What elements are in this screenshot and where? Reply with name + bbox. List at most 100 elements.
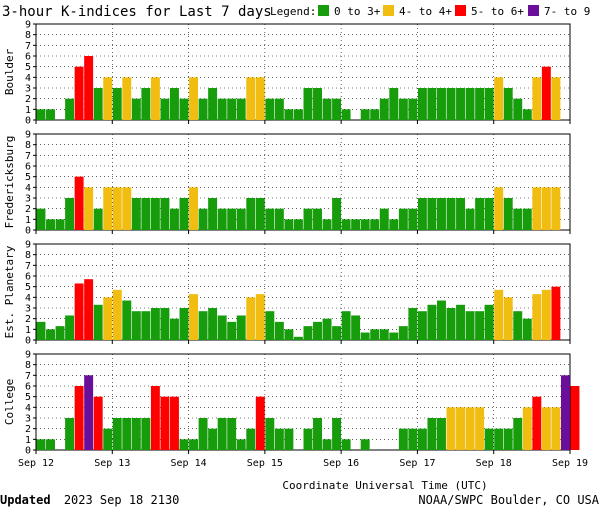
k-index-bar — [551, 187, 561, 230]
k-index-bar — [198, 98, 208, 120]
k-index-bar — [341, 109, 351, 120]
k-index-bar — [36, 109, 46, 120]
k-index-bar — [236, 439, 246, 450]
y-tick-label: 4 — [25, 293, 31, 304]
footer-updated-value: 2023 Sep 18 2130 — [64, 493, 180, 507]
k-index-bar — [313, 208, 322, 230]
k-index-bar — [427, 418, 437, 450]
k-index-bar — [150, 198, 160, 230]
k-index-bar — [360, 109, 370, 120]
k-index-bar — [65, 98, 75, 120]
k-index-bar — [84, 56, 94, 120]
k-index-bar — [494, 428, 504, 450]
k-index-bar — [484, 198, 494, 230]
k-index-bar — [570, 386, 580, 450]
y-tick-label: 4 — [25, 183, 31, 194]
y-tick-label: 0 — [25, 446, 31, 457]
k-index-bar — [446, 88, 456, 120]
k-index-bar — [246, 198, 256, 230]
k-index-bar — [408, 208, 418, 230]
footer-updated: Updated 2023 Sep 18 2130 — [0, 493, 179, 507]
y-tick-label: 9 — [25, 240, 31, 251]
k-index-bar — [112, 187, 122, 230]
legend-swatch — [455, 5, 466, 16]
y-tick-label: 6 — [25, 382, 31, 393]
k-index-bar — [503, 198, 513, 230]
k-index-bar — [103, 428, 113, 450]
y-tick-label: 8 — [25, 360, 31, 371]
legend-label: 7- to 9 — [544, 5, 590, 18]
k-index-bar — [189, 187, 199, 230]
y-tick-label: 6 — [25, 162, 31, 173]
k-index-bar — [541, 66, 551, 120]
k-index-bar — [122, 187, 132, 230]
k-index-bar — [370, 219, 380, 230]
k-index-bar — [246, 297, 256, 340]
k-index-bar — [379, 329, 389, 340]
panel-series-label: College — [3, 379, 16, 425]
y-tick-label: 5 — [25, 62, 31, 73]
k-index-bar — [217, 315, 227, 340]
k-index-bar — [332, 198, 342, 230]
k-index-bar — [103, 297, 113, 340]
k-index-bar — [131, 418, 141, 450]
y-tick-label: 7 — [25, 41, 31, 52]
y-tick-label: 7 — [25, 151, 31, 162]
k-index-bar — [293, 219, 303, 230]
k-index-bar — [189, 439, 199, 450]
y-tick-label: 3 — [25, 414, 31, 425]
x-tick-label: Sep 19 — [552, 458, 588, 469]
k-index-bar — [131, 98, 141, 120]
k-index-bar — [475, 407, 485, 450]
y-tick-label: 9 — [25, 20, 31, 31]
k-index-bar — [417, 311, 427, 340]
k-index-bar — [160, 198, 170, 230]
k-index-bar — [494, 289, 504, 340]
k-index-bar — [398, 326, 408, 340]
k-index-bar — [141, 311, 151, 340]
k-index-bar — [437, 198, 446, 230]
k-index-bar — [74, 283, 84, 340]
k-index-bar — [150, 386, 160, 450]
k-index-bar — [313, 321, 322, 340]
k-index-bar — [189, 294, 199, 340]
k-index-bar — [208, 428, 218, 450]
legend-swatch — [318, 5, 329, 16]
k-index-bar — [179, 439, 189, 450]
k-index-bar — [179, 308, 189, 340]
k-index-bar — [93, 304, 103, 340]
k-index-bar — [551, 407, 561, 450]
k-index-bar — [398, 428, 408, 450]
k-index-bar — [255, 77, 265, 120]
y-tick-label: 2 — [25, 94, 31, 105]
chart-panels: 0123456789Boulder0123456789Fredericksbur… — [3, 20, 588, 470]
k-index-bar — [465, 407, 475, 450]
y-tick-label: 3 — [25, 304, 31, 315]
k-index-bar — [255, 198, 265, 230]
y-tick-label: 2 — [25, 424, 31, 435]
k-index-bar — [293, 336, 303, 340]
k-index-bar — [74, 386, 84, 450]
y-tick-label: 1 — [25, 435, 31, 446]
k-index-bar — [274, 98, 284, 120]
k-index-bar — [351, 315, 361, 340]
k-index-bar — [46, 219, 55, 230]
k-index-bar — [141, 418, 151, 450]
k-index-bar — [513, 98, 523, 120]
y-tick-label: 4 — [25, 403, 31, 414]
k-index-bar — [65, 418, 75, 450]
k-index-bar — [427, 304, 437, 340]
k-index-bar — [494, 77, 504, 120]
k-index-bar — [446, 308, 456, 340]
k-index-bar — [465, 208, 475, 230]
y-tick-label: 9 — [25, 350, 31, 361]
k-index-bar — [541, 187, 551, 230]
k-index-bar — [303, 326, 313, 340]
k-index-bar — [398, 208, 408, 230]
y-tick-label: 8 — [25, 30, 31, 41]
k-index-bar — [160, 308, 170, 340]
k-index-bar — [313, 88, 322, 120]
k-index-bar — [551, 77, 561, 120]
k-index-bar — [360, 332, 370, 340]
